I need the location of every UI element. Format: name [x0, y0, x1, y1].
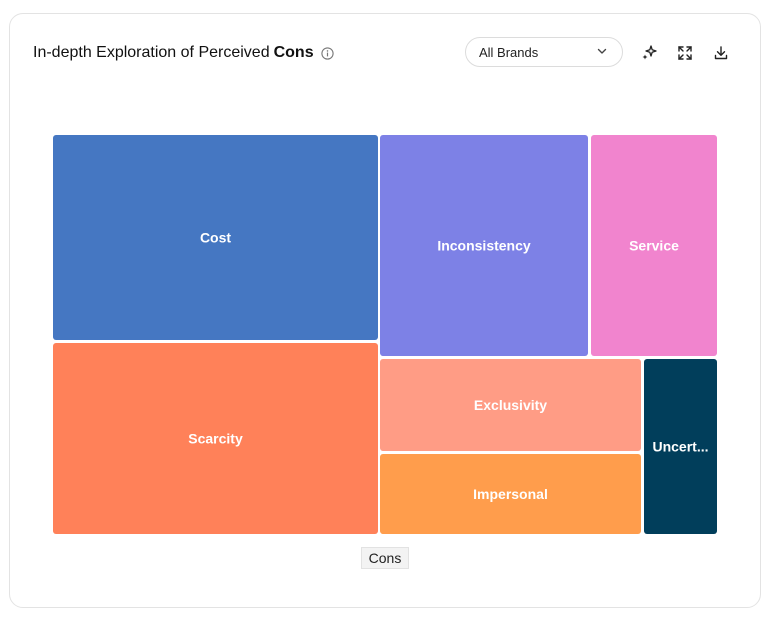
brand-filter-value: All Brands	[479, 44, 539, 60]
treemap-tile-exclusivity[interactable]	[380, 359, 641, 451]
treemap-tile-inconsistency[interactable]	[380, 135, 588, 356]
chevron-down-icon	[596, 45, 608, 60]
sparkle-icon[interactable]	[640, 44, 658, 62]
info-icon[interactable]	[320, 46, 334, 60]
download-icon[interactable]	[712, 44, 730, 62]
treemap-tile-scarcity[interactable]	[53, 343, 378, 534]
treemap-tile-uncertainty[interactable]	[644, 359, 717, 534]
treemap-tile-impersonal[interactable]	[380, 454, 641, 534]
treemap-tile-service[interactable]	[591, 135, 717, 356]
chart-title: In-depth Exploration of Perceived Cons	[33, 44, 334, 62]
expand-icon[interactable]	[676, 44, 694, 62]
brand-filter-dropdown[interactable]: All Brands	[465, 37, 623, 67]
treemap-tile-cost[interactable]	[53, 135, 378, 340]
series-label: Cons	[361, 547, 409, 569]
title-bold: Cons	[273, 44, 314, 61]
title-prefix: In-depth Exploration of Perceived	[33, 44, 270, 61]
